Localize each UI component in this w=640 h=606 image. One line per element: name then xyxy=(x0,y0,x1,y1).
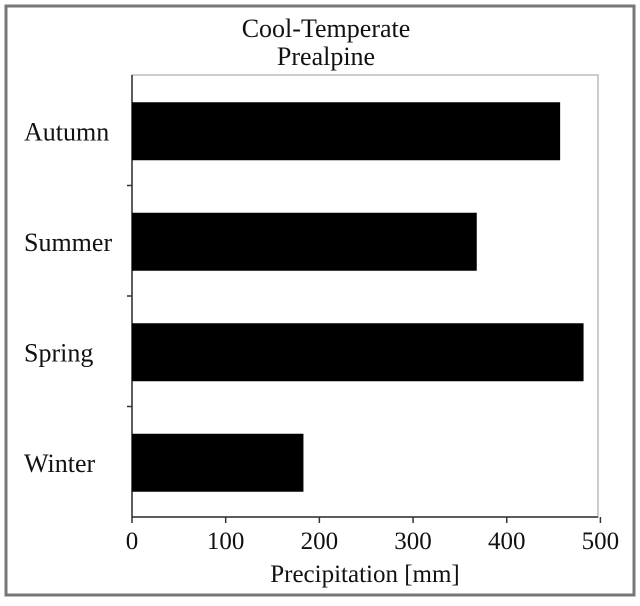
category-label-autumn: Autumn xyxy=(24,117,109,146)
bar-autumn xyxy=(132,102,561,161)
x-axis-label: Precipitation [mm] xyxy=(270,561,460,588)
bar-spring xyxy=(132,323,584,382)
chart-title: Cool-Temperate xyxy=(242,14,411,43)
bars-group xyxy=(132,102,584,492)
bar-summer xyxy=(132,212,477,271)
category-labels: Autumn Summer Spring Winter xyxy=(24,117,112,478)
chart-subtitle: Prealpine xyxy=(277,42,375,71)
category-label-winter: Winter xyxy=(24,449,95,478)
x-tick-label: 200 xyxy=(301,528,339,555)
x-tick-label: 400 xyxy=(488,528,526,555)
x-tick-label: 100 xyxy=(207,528,245,555)
x-tick-label: 300 xyxy=(394,528,432,555)
x-tick-label: 0 xyxy=(126,528,139,555)
bar-winter xyxy=(132,433,304,492)
category-label-spring: Spring xyxy=(24,338,93,367)
outer-frame xyxy=(4,4,636,597)
category-label-summer: Summer xyxy=(24,228,112,257)
x-tick-label: 500 xyxy=(582,528,620,555)
y-ticks xyxy=(127,184,132,408)
x-ticks: 0 100 200 300 400 500 xyxy=(126,517,619,555)
